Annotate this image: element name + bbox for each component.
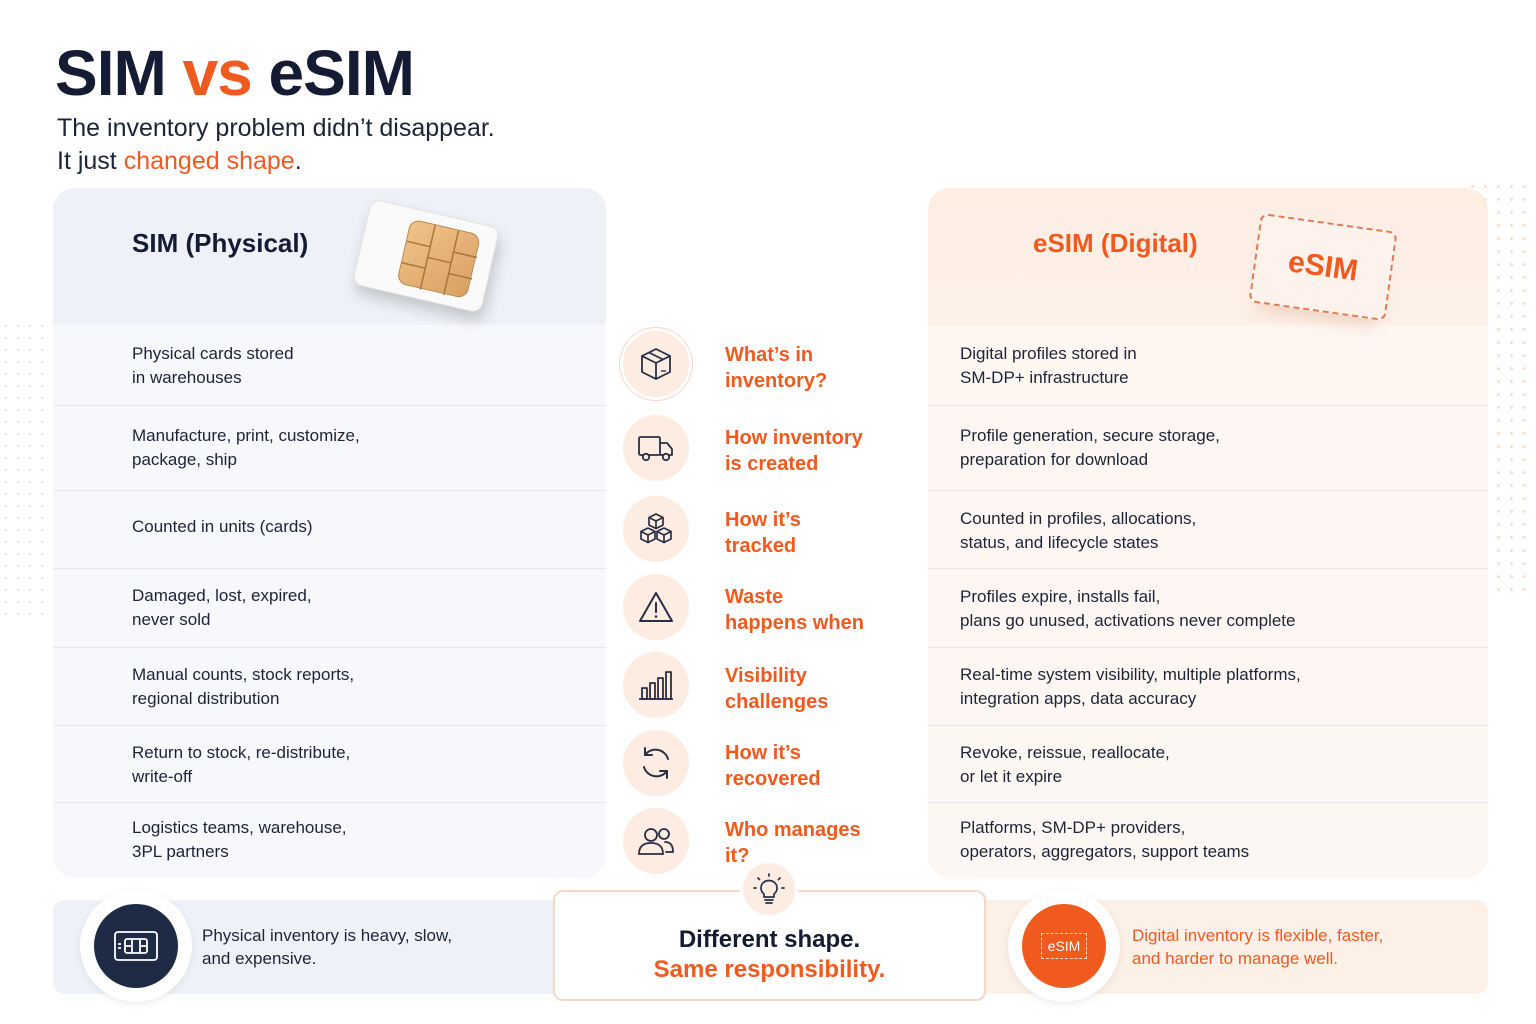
esim-card-label: eSIM	[1286, 245, 1361, 288]
decorative-dots-left	[0, 320, 60, 620]
esim-cell: Platforms, SM-DP+ providers, operators, a…	[960, 818, 1250, 861]
center-message-line2: Same responsibility.	[653, 956, 886, 983]
subtitle-line2: It just changed shape.	[57, 147, 302, 175]
esim-cell: Revoke, reissue, reallocate, or let it ex…	[960, 743, 1170, 786]
footer-esim-text: Digital inventory is flexible, faster, an…	[1132, 926, 1384, 968]
question-label: What’s in inventory?	[725, 344, 828, 392]
sim-chip-icon	[396, 218, 482, 300]
sim-cell: Damaged, lost, expired, never sold	[132, 586, 312, 629]
sim-cell: Manufacture, print, customize, package, s…	[132, 426, 360, 469]
sim-cell: Logistics teams, warehouse, 3PL partners	[132, 818, 347, 861]
esim-panel	[928, 188, 1488, 878]
row-divider	[928, 802, 1488, 803]
question-label: Visibility challenges	[725, 665, 829, 713]
row-divider	[928, 568, 1488, 569]
sim-chip-icon	[114, 931, 158, 961]
sim-card-illustration	[351, 198, 501, 314]
sim-cell: Return to stock, re-distribute, write-off	[132, 743, 351, 786]
subtitle-line1: The inventory problem didn’t disappear.	[57, 114, 495, 142]
esim-cell: Profiles expire, installs fail, plans go …	[960, 587, 1296, 630]
title-vs: vs	[182, 37, 253, 109]
row-divider	[928, 405, 1488, 406]
esim-card-illustration: eSIM	[1248, 212, 1398, 322]
title-sim: SIM	[55, 37, 167, 109]
row-divider	[53, 405, 606, 406]
sim-cell: Counted in units (cards)	[132, 517, 313, 536]
row-divider	[928, 725, 1488, 726]
row-divider	[928, 490, 1488, 491]
sim-badge	[80, 890, 192, 1002]
row-divider	[53, 568, 606, 569]
sim-cell: Physical cards stored in warehouses	[132, 344, 294, 387]
center-message-line1: Different shape.	[678, 926, 861, 953]
sim-panel	[53, 188, 606, 878]
title-esim: eSIM	[268, 37, 415, 109]
row-divider	[53, 725, 606, 726]
question-label: How it’s recovered	[725, 742, 821, 790]
row-divider	[53, 647, 606, 648]
box-icon	[623, 331, 689, 397]
footer-sim-text: Physical inventory is heavy, slow, and ex…	[202, 926, 453, 968]
sim-heading: SIM (Physical)	[132, 228, 309, 258]
esim-cell: Profile generation, secure storage, prepa…	[960, 426, 1220, 469]
sim-cell: Manual counts, stock reports, regional di…	[132, 665, 355, 708]
truck-icon	[623, 415, 689, 481]
question-label: Waste happens when	[725, 586, 864, 634]
esim-heading: eSIM (Digital)	[1033, 228, 1198, 258]
row-divider	[928, 647, 1488, 648]
subtitle-highlight: changed shape	[123, 147, 295, 175]
esim-cell: Real-time system visibility, multiple pl…	[960, 665, 1301, 708]
esim-cell: Digital profiles stored in SM-DP+ infrast…	[960, 344, 1137, 387]
cubes-icon	[623, 496, 689, 562]
question-label: How it’s tracked	[725, 509, 801, 557]
question-label: Who manages it?	[725, 819, 861, 867]
esim-badge-label: eSIM	[1040, 933, 1088, 959]
warning-icon	[623, 574, 689, 640]
bar-chart-icon	[623, 652, 689, 718]
lightbulb-icon	[740, 860, 798, 918]
page-subtitle: The inventory problem didn’t disappear. …	[57, 112, 495, 178]
question-label: How inventory is created	[725, 427, 863, 475]
esim-badge: eSIM	[1008, 890, 1120, 1002]
refresh-icon	[623, 730, 689, 796]
people-icon	[623, 808, 689, 874]
row-divider	[53, 802, 606, 803]
esim-cell: Counted in profiles, allocations, status,…	[960, 509, 1197, 552]
page-title: SIM vs eSIM	[55, 36, 415, 110]
row-divider	[53, 490, 606, 491]
